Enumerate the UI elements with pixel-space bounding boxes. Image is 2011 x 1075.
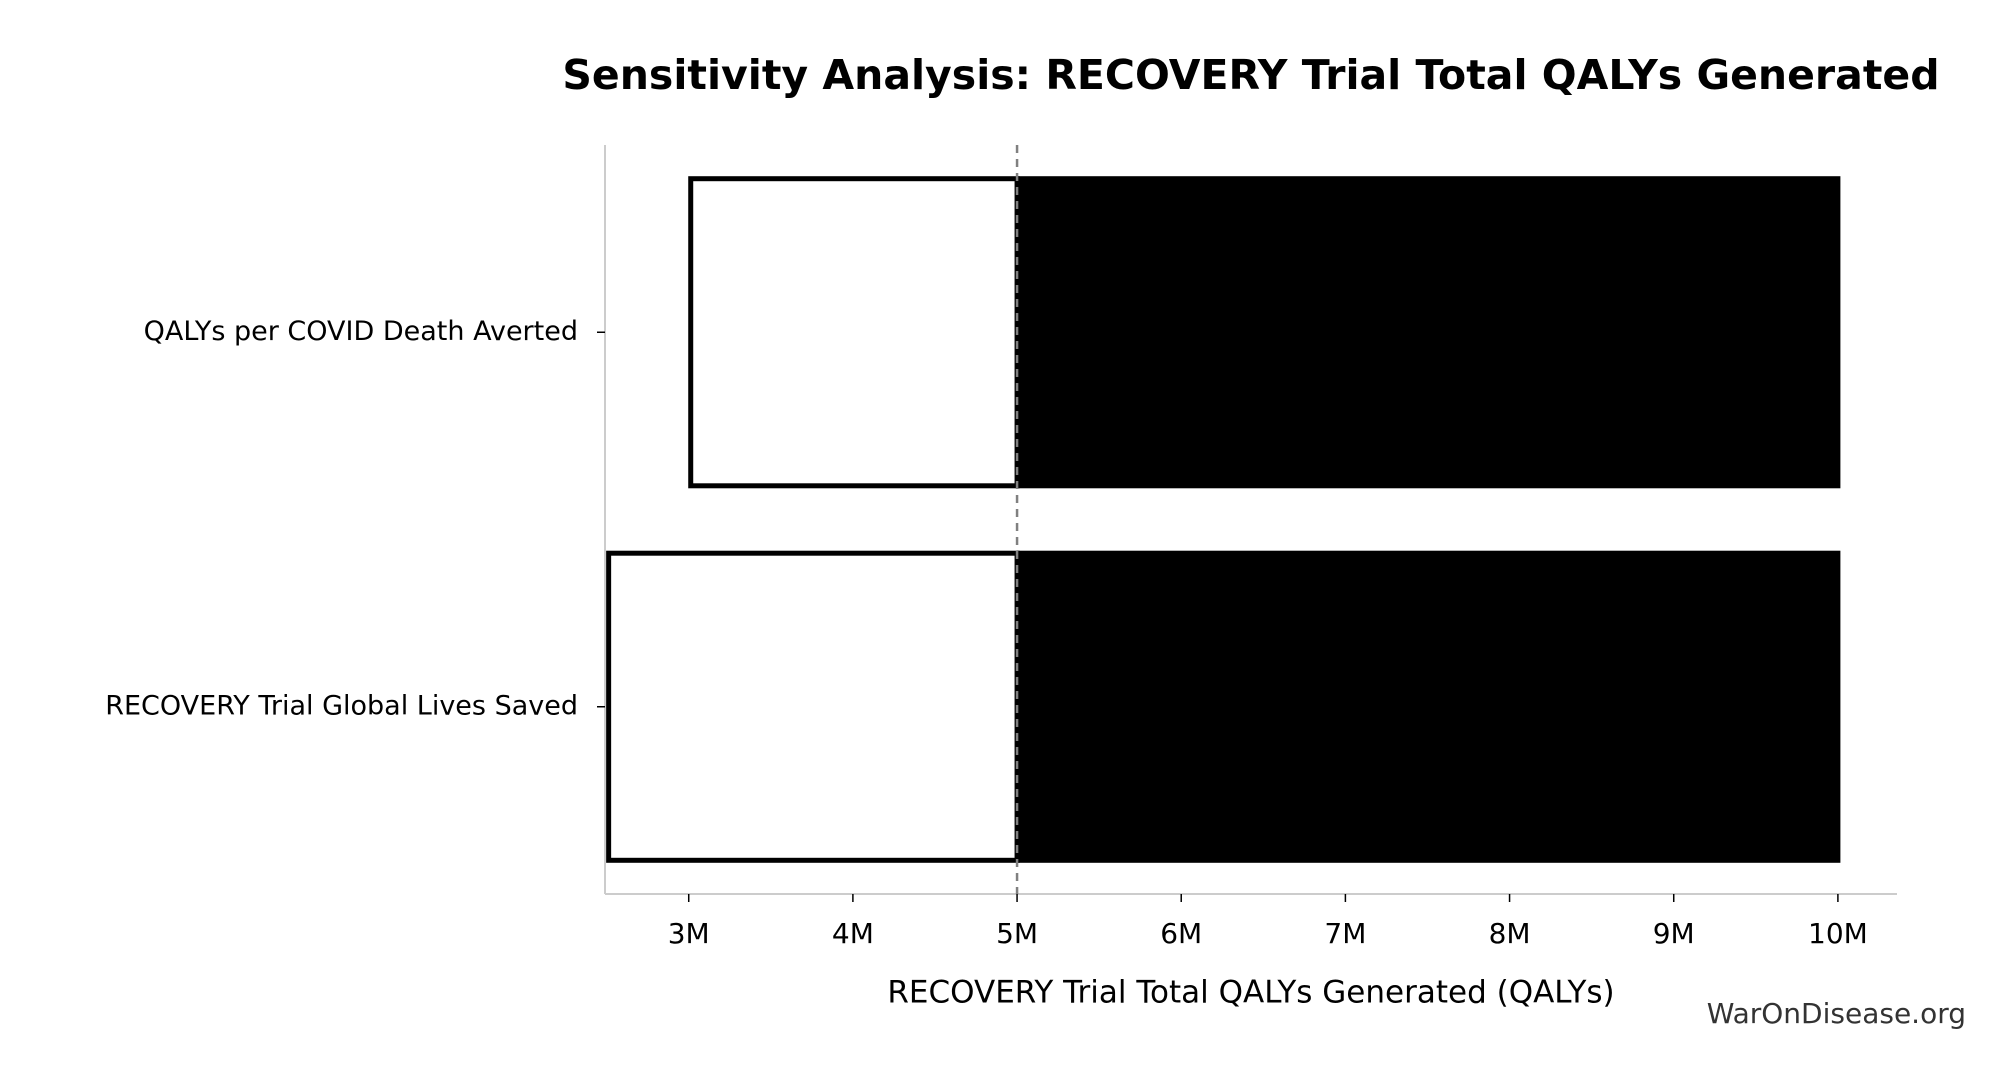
watermark: WarOnDisease.org <box>1707 997 1966 1030</box>
x-tick-label: 8M <box>1489 917 1531 950</box>
x-tick-label: 3M <box>668 917 710 950</box>
x-tick-label: 4M <box>832 917 874 950</box>
x-tick-label: 10M <box>1808 917 1868 950</box>
x-axis-label: RECOVERY Trial Total QALYs Generated (QA… <box>887 975 1614 1011</box>
x-tick-label: 6M <box>1160 917 1202 950</box>
bar <box>606 550 1020 863</box>
y-tick-label: RECOVERY Trial Global Lives Saved <box>105 690 578 721</box>
x-tick-label: 7M <box>1324 917 1366 950</box>
x-tick-label: 9M <box>1653 917 1695 950</box>
bar <box>1016 176 1841 489</box>
bar <box>688 176 1020 489</box>
bar <box>1016 550 1841 863</box>
y-tick-label: QALYs per COVID Death Averted <box>144 316 578 347</box>
chart-title: Sensitivity Analysis: RECOVERY Trial Tot… <box>562 51 1939 99</box>
x-tick-label: 5M <box>996 917 1038 950</box>
